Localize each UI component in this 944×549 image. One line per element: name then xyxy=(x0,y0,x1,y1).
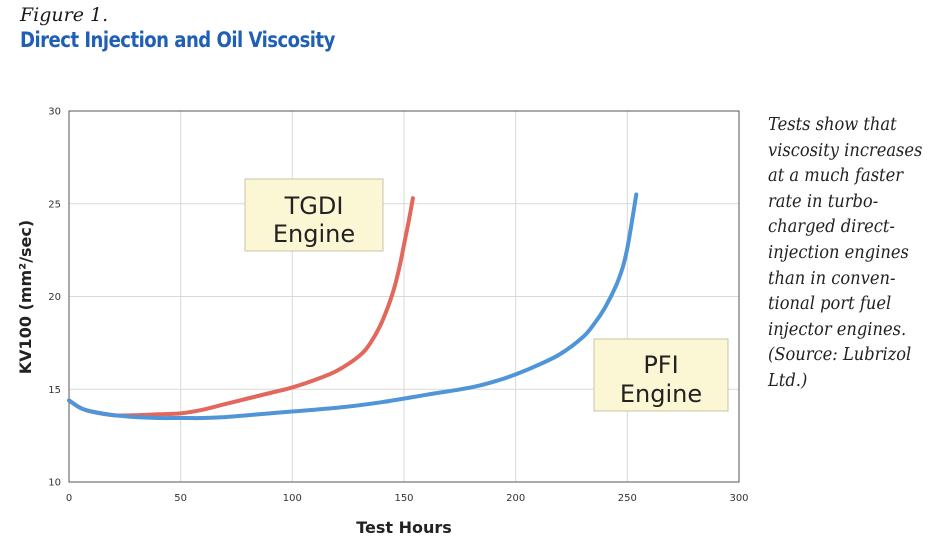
tgdi-box-line2: Engine xyxy=(273,220,355,248)
y-tick-label: 25 xyxy=(48,199,61,210)
caption-line: injection engines xyxy=(768,242,909,263)
figure-label: Figure 1. xyxy=(20,4,109,26)
caption-line: tional port fuel xyxy=(768,294,892,315)
tgdi-annotation-box: TGDI Engine xyxy=(244,178,384,252)
y-tick-label: 20 xyxy=(48,292,61,303)
caption-line: Ltd.) xyxy=(768,370,808,391)
caption-line: injector engines. xyxy=(768,319,907,340)
caption-line: (Source: Lubrizol xyxy=(768,345,912,366)
pfi-series-line xyxy=(67,192,639,421)
x-tick-label: 0 xyxy=(66,493,72,504)
caption-line: at a much faster xyxy=(768,166,904,187)
grid-lines xyxy=(68,110,740,483)
x-tick-label: 50 xyxy=(174,493,187,504)
figure-caption: Tests show that viscosity increases at a… xyxy=(768,113,928,395)
caption-line: Tests show that xyxy=(768,115,897,135)
caption-line: charged direct- xyxy=(768,217,895,238)
caption-line: viscosity increases xyxy=(768,140,923,161)
tick-labels: 0 50 100 150 200 250 300 10 15 20 25 30 xyxy=(48,107,748,505)
y-axis-title: KV100 (mm²/sec) xyxy=(16,220,35,374)
tgdi-box-line1: TGDI xyxy=(284,192,344,220)
x-tick-label: 250 xyxy=(618,493,637,504)
pfi-box-rect xyxy=(593,338,729,412)
caption-line: than in conven- xyxy=(768,268,896,289)
x-tick-label: 300 xyxy=(729,493,748,504)
series-lines xyxy=(67,192,639,421)
y-tick-label: 10 xyxy=(48,478,61,489)
x-tick-label: 200 xyxy=(506,493,525,504)
figure-title: Direct Injection and Oil Viscosity xyxy=(20,28,335,52)
x-tick-label: 100 xyxy=(283,493,302,504)
x-axis-title: Test Hours xyxy=(356,518,452,537)
plot-frame xyxy=(68,110,740,483)
pfi-box-line2: Engine xyxy=(620,380,702,408)
pfi-annotation-box: PFI Engine xyxy=(593,338,729,412)
y-tick-label: 15 xyxy=(48,385,61,396)
pfi-box-line1: PFI xyxy=(643,351,678,379)
caption-line: rate in turbo- xyxy=(768,191,879,212)
tgdi-box-rect xyxy=(244,178,384,252)
y-tick-label: 30 xyxy=(48,107,61,118)
x-tick-label: 150 xyxy=(394,493,413,504)
